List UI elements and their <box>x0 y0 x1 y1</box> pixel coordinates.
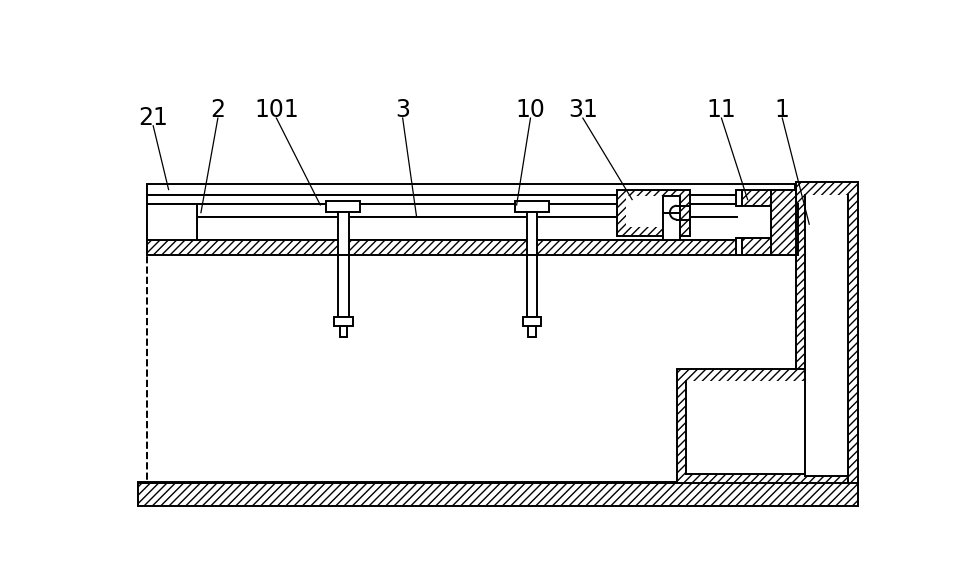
Bar <box>739 238 796 255</box>
Bar <box>736 190 743 207</box>
Text: 11: 11 <box>707 98 737 122</box>
Bar <box>626 196 679 226</box>
Bar <box>138 482 857 505</box>
Bar <box>677 369 848 484</box>
Bar <box>147 195 795 204</box>
Text: 1: 1 <box>775 98 789 122</box>
Text: 2: 2 <box>210 98 226 122</box>
Bar <box>147 240 798 255</box>
Bar <box>197 216 798 240</box>
Bar <box>739 190 796 207</box>
Bar <box>663 196 679 213</box>
Bar <box>338 255 349 316</box>
Text: 21: 21 <box>138 106 168 130</box>
Bar <box>739 207 771 238</box>
Bar <box>138 483 857 506</box>
Bar <box>816 197 847 474</box>
Bar <box>691 384 802 474</box>
Bar <box>515 201 549 212</box>
Bar <box>197 204 798 216</box>
Text: 101: 101 <box>254 98 298 122</box>
Bar <box>528 326 536 336</box>
Bar <box>338 212 349 255</box>
Bar <box>616 190 690 236</box>
Bar <box>686 380 806 474</box>
Bar <box>339 326 347 336</box>
Bar <box>796 182 857 488</box>
Bar <box>523 316 541 326</box>
Bar <box>147 184 795 195</box>
Text: 10: 10 <box>515 98 545 122</box>
Bar <box>678 370 857 482</box>
Bar <box>771 190 796 255</box>
Bar <box>806 195 848 476</box>
Bar <box>802 184 857 486</box>
Bar <box>527 255 538 316</box>
Text: 3: 3 <box>396 98 410 122</box>
Bar <box>527 212 538 255</box>
Bar <box>663 213 679 240</box>
Bar <box>736 238 743 255</box>
Bar <box>327 201 361 212</box>
Bar <box>334 316 353 326</box>
Text: 31: 31 <box>568 98 598 122</box>
Bar <box>147 204 197 240</box>
